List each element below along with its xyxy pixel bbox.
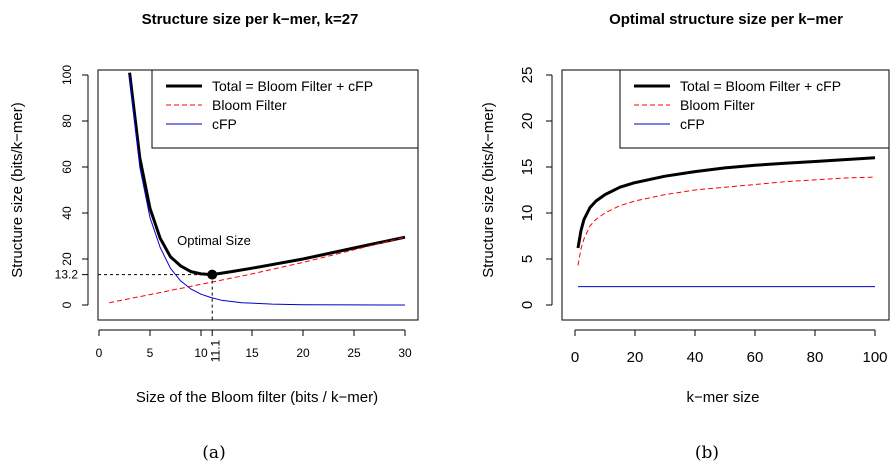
x-tick-label-optimal: 11.1 [208, 339, 222, 362]
x-tick-label: 0 [571, 349, 579, 366]
legend-label: Bloom Filter [212, 97, 287, 113]
y-tick-label: 25 [519, 67, 536, 84]
x-tick-label: 20 [296, 346, 310, 360]
y-tick-label: 10 [519, 205, 536, 222]
y-tick-label: 15 [519, 159, 536, 176]
legend-label: Bloom Filter [680, 97, 755, 113]
legend-label: cFP [212, 116, 237, 132]
y-tick-label: 80 [60, 114, 74, 128]
x-tick-label: 5 [147, 346, 154, 360]
x-axis-a: 0 5 10 15 20 25 30 11.1 [96, 329, 412, 362]
series-group-a [109, 72, 406, 306]
annotation-optimal-size: Optimal Size [177, 233, 251, 248]
series-line-2 [129, 74, 406, 306]
x-axis-label-a: Size of the Bloom filter (bits / k−mer) [136, 389, 378, 406]
y-axis-label-b: Structure size (bits/k−mer) [480, 102, 497, 277]
y-axis-label-a: Structure size (bits/k−mer) [9, 102, 26, 277]
x-tick-label: 80 [807, 349, 824, 366]
y-tick-label: 0 [519, 301, 536, 309]
x-tick-label: 40 [687, 349, 704, 366]
x-tick-label: 100 [862, 349, 887, 366]
y-tick-label-optimal: 13.2 [55, 268, 79, 282]
y-tick-label: 20 [60, 252, 74, 266]
optimal-point [207, 269, 218, 280]
y-tick-label: 5 [519, 255, 536, 263]
caption-b: (b) [695, 443, 719, 463]
x-axis-b: 0 20 40 60 80 100 [571, 329, 888, 366]
legend-label: Total = Bloom Filter + cFP [680, 78, 841, 94]
legend-box [151, 69, 419, 149]
x-tick-label: 30 [398, 346, 412, 360]
y-axis-a: 0 20 40 60 80 100 13.2 [55, 65, 89, 308]
x-tick-label: 25 [347, 346, 361, 360]
y-tick-label: 100 [60, 65, 74, 85]
series-group-b [576, 156, 876, 288]
caption-a: (a) [202, 443, 225, 463]
y-tick-label: 20 [519, 113, 536, 130]
legend-b: Total = Bloom Filter + cFP Bloom Filter cF… [619, 69, 890, 149]
optimal-markers-a [98, 269, 218, 320]
x-tick-label: 10 [194, 346, 208, 360]
chart-title-b: Optimal structure size per k−mer [609, 11, 843, 28]
legend-label: Total = Bloom Filter + cFP [212, 78, 373, 94]
legend-a: Total = Bloom Filter + cFP Bloom Filter cF… [151, 69, 419, 149]
y-tick-label: 40 [60, 206, 74, 220]
x-tick-label: 0 [96, 346, 103, 360]
x-tick-label: 60 [747, 349, 764, 366]
panel-a: Structure size per k−mer, k=27 Size of t… [9, 11, 419, 463]
legend-label: cFP [680, 116, 705, 132]
series-line-1 [109, 236, 406, 304]
x-axis-label-b: k−mer size [687, 389, 760, 406]
series-line-0 [576, 156, 876, 249]
series-line-0 [128, 72, 406, 277]
panel-b: Optimal structure size per k−mer k−mer s… [480, 11, 890, 463]
y-axis-b: 0 5 10 15 20 25 [519, 67, 553, 309]
x-tick-label: 15 [245, 346, 259, 360]
series-line-1 [577, 176, 876, 266]
chart-title-a: Structure size per k−mer, k=27 [142, 11, 359, 28]
legend-box [619, 69, 890, 149]
y-tick-label: 60 [60, 160, 74, 174]
x-tick-label: 20 [627, 349, 644, 366]
y-tick-label: 0 [60, 301, 74, 308]
